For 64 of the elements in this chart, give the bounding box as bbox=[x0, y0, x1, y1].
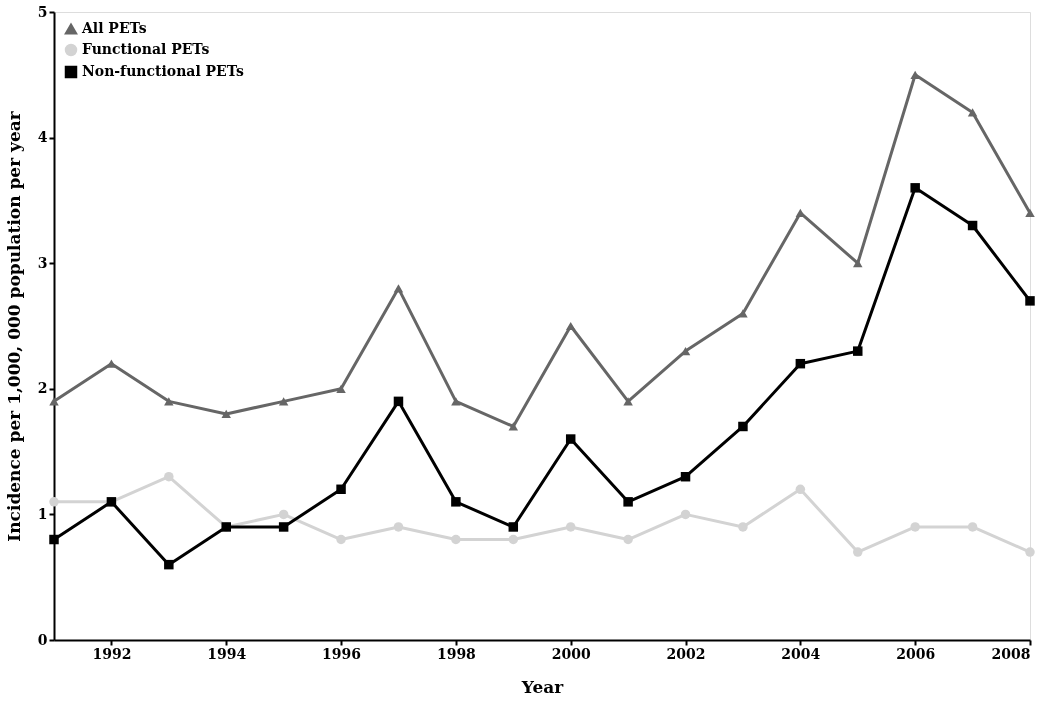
point bbox=[565, 434, 576, 444]
point bbox=[623, 497, 633, 507]
x-tick-label: 1996 bbox=[322, 645, 362, 662]
x-tick-label: 2006 bbox=[896, 645, 936, 662]
point bbox=[393, 522, 404, 532]
y-axis-title: Incidence per 1,000, 000 population per year bbox=[3, 110, 24, 542]
y-tick-label: 3 bbox=[37, 254, 48, 271]
point bbox=[1025, 208, 1035, 218]
point bbox=[336, 384, 346, 393]
point bbox=[565, 321, 576, 331]
point bbox=[795, 484, 806, 495]
y-tick-label: 5 bbox=[37, 3, 48, 20]
x-tick-label: 1998 bbox=[436, 645, 476, 662]
point bbox=[508, 522, 519, 532]
point bbox=[738, 309, 748, 318]
point bbox=[623, 534, 633, 545]
point bbox=[795, 358, 806, 369]
y-tick-label: 1 bbox=[37, 505, 48, 522]
point bbox=[49, 534, 59, 545]
point bbox=[508, 534, 519, 545]
point bbox=[967, 108, 978, 117]
point bbox=[967, 220, 978, 231]
point bbox=[738, 421, 748, 432]
x-tick-label: 2002 bbox=[666, 645, 706, 662]
point bbox=[910, 183, 920, 193]
point bbox=[623, 397, 633, 406]
point bbox=[738, 522, 748, 532]
point bbox=[680, 471, 691, 482]
point bbox=[278, 509, 289, 520]
point bbox=[680, 509, 691, 520]
point bbox=[49, 497, 59, 507]
y-tick-label: 2 bbox=[37, 380, 48, 397]
legend-label: Functional PETs bbox=[82, 41, 210, 57]
point bbox=[853, 346, 863, 356]
point bbox=[164, 559, 174, 570]
x-tick-label: 2000 bbox=[551, 645, 591, 662]
point bbox=[451, 497, 461, 507]
x-tick-label: 1992 bbox=[92, 645, 132, 662]
y-tick-label: 4 bbox=[37, 129, 48, 146]
point bbox=[1025, 296, 1035, 306]
point bbox=[221, 409, 231, 419]
x-tick-label: 2004 bbox=[781, 645, 821, 662]
x-tick-label: 1994 bbox=[207, 645, 247, 662]
point bbox=[967, 522, 978, 532]
point bbox=[508, 422, 519, 431]
point bbox=[565, 522, 576, 532]
x-tick-label: 2008 bbox=[991, 645, 1031, 662]
point bbox=[451, 534, 461, 545]
point bbox=[336, 484, 346, 495]
point bbox=[1025, 547, 1035, 557]
point bbox=[393, 396, 404, 407]
x-axis-title: Year bbox=[520, 676, 565, 697]
point bbox=[336, 534, 346, 545]
point bbox=[278, 522, 289, 532]
point bbox=[910, 70, 920, 79]
point bbox=[164, 471, 174, 482]
y-tick-label: 0 bbox=[37, 631, 48, 648]
point bbox=[278, 397, 289, 406]
point bbox=[910, 522, 920, 532]
point bbox=[853, 547, 863, 557]
legend-label: Non-functional PETs bbox=[82, 63, 244, 79]
point bbox=[853, 259, 863, 268]
point bbox=[393, 284, 404, 293]
legend-label: All PETs bbox=[81, 20, 147, 36]
